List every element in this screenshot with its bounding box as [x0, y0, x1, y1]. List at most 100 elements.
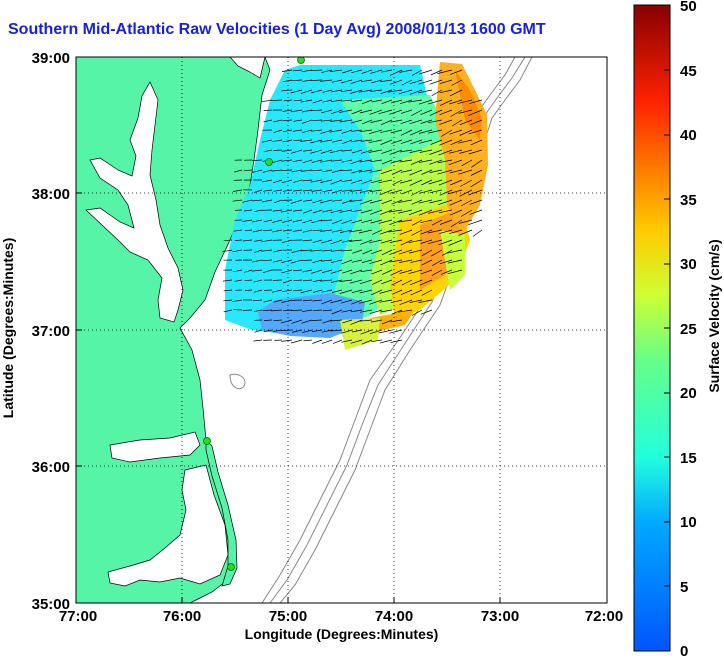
velocity-arrow — [261, 249, 273, 252]
velocity-arrow — [234, 169, 243, 173]
velocity-arrow — [458, 219, 473, 224]
velocity-arrow — [351, 99, 363, 103]
velocity-arrow — [418, 209, 433, 216]
velocity-arrow — [253, 279, 263, 283]
velocity-arrow — [242, 309, 253, 311]
velocity-arrow — [472, 229, 483, 237]
velocity-arrow — [320, 279, 333, 282]
velocity-arrow — [312, 299, 323, 302]
velocity-arrow — [398, 219, 413, 223]
velocity-arrow — [292, 229, 303, 232]
velocity-arrow — [350, 319, 363, 325]
velocity-arrow — [290, 149, 303, 154]
velocity-arrow — [242, 199, 253, 203]
velocity-arrow — [468, 129, 483, 135]
velocity-arrow — [253, 189, 263, 193]
velocity-arrow — [272, 209, 283, 212]
velocity-arrow — [341, 319, 353, 324]
velocity-arrow — [231, 299, 243, 303]
velocity-arrow — [223, 289, 233, 292]
velocity-arrow — [389, 259, 403, 263]
velocity-arrow — [380, 139, 393, 145]
velocity-arrow — [361, 259, 373, 263]
velocity-arrow — [460, 209, 473, 217]
velocity-arrow — [312, 289, 323, 293]
velocity-arrow — [421, 179, 433, 186]
velocity-arrow — [262, 269, 273, 274]
velocity-arrow — [390, 319, 403, 323]
velocity-arrow — [370, 179, 383, 184]
velocity-arrow — [401, 79, 413, 86]
velocity-arrow — [251, 269, 263, 272]
velocity-arrow — [432, 259, 443, 267]
velocity-arrow — [232, 189, 243, 192]
velocity-arrow — [460, 199, 473, 207]
velocity-arrow — [233, 229, 243, 232]
velocity-arrow — [421, 249, 433, 257]
velocity-arrow — [234, 239, 243, 241]
velocity-arrow — [371, 339, 383, 343]
velocity-arrow — [322, 169, 333, 173]
velocity-arrow — [281, 69, 293, 72]
velocity-arrow — [449, 69, 463, 75]
velocity-arrow — [273, 249, 283, 253]
velocity-arrow — [341, 309, 353, 313]
velocity-arrow — [401, 189, 413, 195]
velocity-arrow — [281, 269, 293, 274]
velocity-arrow — [322, 269, 333, 273]
velocity-arrow — [431, 219, 443, 226]
velocity-arrow — [263, 119, 273, 123]
velocity-arrow — [441, 249, 453, 256]
velocity-arrow — [223, 309, 233, 313]
velocity-arrow — [399, 99, 413, 105]
velocity-arrow — [459, 189, 473, 197]
velocity-arrow — [331, 309, 343, 315]
velocity-arrow — [271, 289, 283, 293]
velocity-arrow — [330, 239, 343, 245]
velocity-arrow — [261, 179, 273, 183]
velocity-arrow — [458, 109, 473, 114]
velocity-arrow — [281, 259, 293, 263]
velocity-arrow — [398, 209, 413, 214]
velocity-arrow — [381, 249, 393, 256]
x-tick-label: 76:00 — [163, 608, 201, 625]
velocity-arrow — [359, 309, 373, 313]
velocity-arrow — [301, 169, 313, 172]
velocity-arrow — [254, 209, 263, 212]
velocity-arrow — [380, 119, 393, 126]
velocity-arrow — [429, 79, 443, 85]
velocity-arrow — [409, 149, 423, 153]
velocity-arrow — [369, 239, 383, 244]
velocity-arrow — [292, 129, 303, 132]
velocity-arrow — [428, 129, 443, 134]
velocity-arrow — [389, 239, 403, 243]
velocity-arrow — [421, 259, 433, 266]
velocity-arrow — [311, 169, 323, 172]
velocity-arrow — [322, 249, 333, 252]
velocity-arrow — [300, 99, 313, 103]
velocity-arrow — [293, 209, 303, 212]
velocity-arrow — [427, 99, 443, 105]
velocity-arrow — [369, 329, 383, 335]
velocity-arrow — [438, 199, 453, 206]
velocity-arrow — [341, 219, 353, 225]
velocity-arrow — [339, 289, 353, 294]
velocity-arrow — [349, 239, 363, 242]
velocity-arrow — [262, 309, 273, 312]
velocity-arrow — [263, 289, 273, 291]
velocity-arrow — [330, 249, 343, 252]
velocity-arrow — [378, 109, 393, 115]
velocity-arrow — [460, 179, 473, 187]
velocity-arrow — [330, 319, 343, 322]
velocity-arrow — [360, 239, 373, 245]
velocity-arrow — [351, 129, 363, 132]
velocity-arrow — [427, 239, 443, 245]
velocity-arrow — [428, 209, 443, 214]
velocity-arrow — [420, 119, 433, 124]
velocity-arrow — [310, 79, 323, 81]
velocity-arrow — [411, 229, 423, 236]
velocity-arrow — [283, 309, 293, 312]
velocity-arrow — [271, 169, 283, 172]
velocity-arrow — [371, 249, 383, 255]
